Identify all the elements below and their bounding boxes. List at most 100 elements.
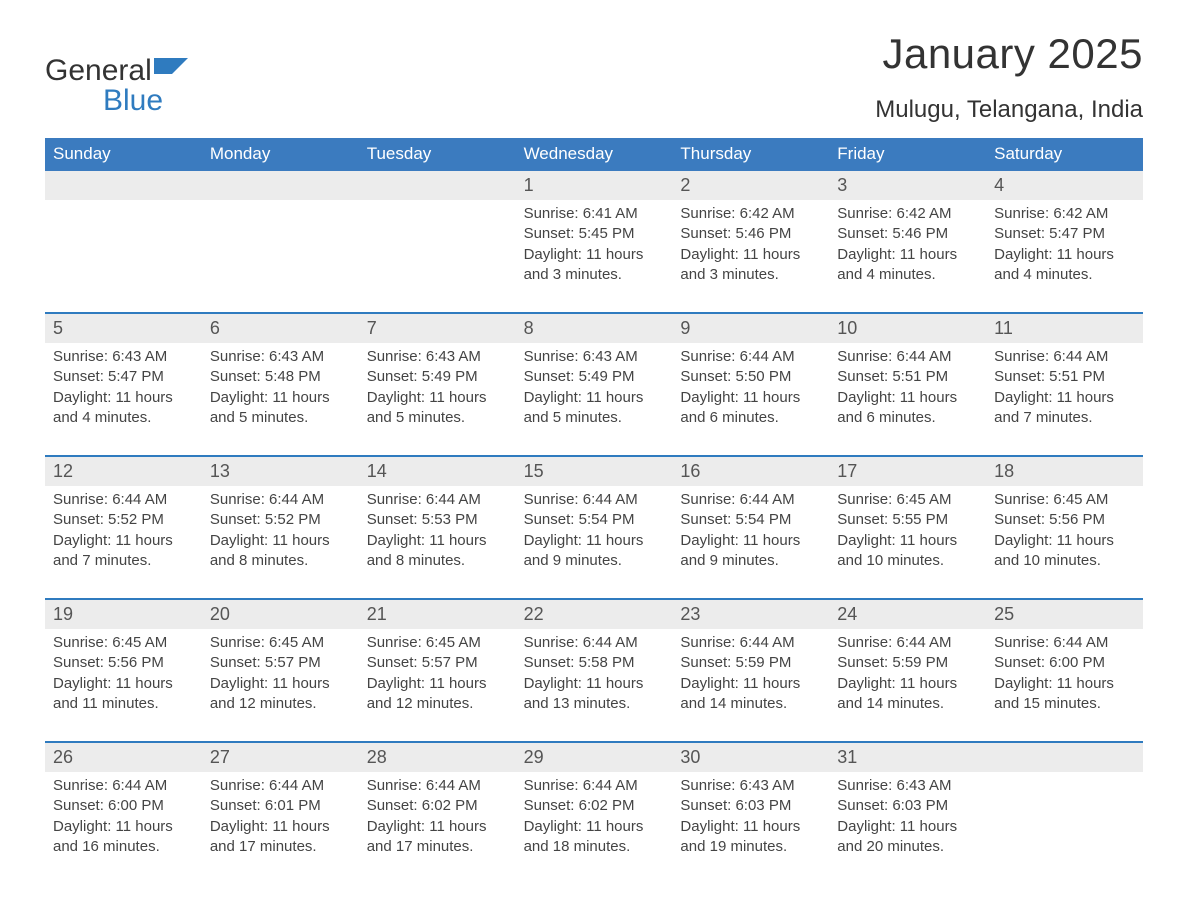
day-cell: Sunrise: 6:44 AMSunset: 5:52 PMDaylight:… <box>45 486 202 598</box>
sunset-line: Sunset: 5:47 PM <box>53 367 194 387</box>
day-cell: Sunrise: 6:44 AMSunset: 5:51 PMDaylight:… <box>986 343 1143 455</box>
daylight-line: Daylight: 11 hours and 14 minutes. <box>680 674 821 715</box>
sunset-line: Sunset: 5:59 PM <box>680 653 821 673</box>
daylight-line: Daylight: 11 hours and 17 minutes. <box>367 817 508 858</box>
sunrise-line: Sunrise: 6:45 AM <box>994 490 1135 510</box>
weekday-wednesday: Wednesday <box>516 138 673 171</box>
day-cell: Sunrise: 6:45 AMSunset: 5:56 PMDaylight:… <box>45 629 202 741</box>
sunset-line: Sunset: 6:03 PM <box>837 796 978 816</box>
sunrise-line: Sunrise: 6:44 AM <box>837 347 978 367</box>
day-cell: Sunrise: 6:43 AMSunset: 6:03 PMDaylight:… <box>672 772 829 884</box>
title-block: January 2025 Mulugu, Telangana, India <box>875 30 1143 134</box>
week-row: 567891011Sunrise: 6:43 AMSunset: 5:47 PM… <box>45 312 1143 455</box>
sunrise-line: Sunrise: 6:44 AM <box>680 633 821 653</box>
day-number: 9 <box>672 314 829 343</box>
sunset-line: Sunset: 5:51 PM <box>837 367 978 387</box>
day-cell: Sunrise: 6:44 AMSunset: 5:50 PMDaylight:… <box>672 343 829 455</box>
day-cell: Sunrise: 6:43 AMSunset: 5:49 PMDaylight:… <box>516 343 673 455</box>
cells-row: Sunrise: 6:41 AMSunset: 5:45 PMDaylight:… <box>45 200 1143 312</box>
sunset-line: Sunset: 5:45 PM <box>524 224 665 244</box>
sunrise-line: Sunrise: 6:41 AM <box>524 204 665 224</box>
sunset-line: Sunset: 5:58 PM <box>524 653 665 673</box>
sunrise-line: Sunrise: 6:43 AM <box>837 776 978 796</box>
weekday-sunday: Sunday <box>45 138 202 171</box>
daylight-line: Daylight: 11 hours and 8 minutes. <box>367 531 508 572</box>
day-cell <box>359 200 516 312</box>
daylight-line: Daylight: 11 hours and 4 minutes. <box>53 388 194 429</box>
day-number: 14 <box>359 457 516 486</box>
sunset-line: Sunset: 5:46 PM <box>837 224 978 244</box>
daynum-row: 567891011 <box>45 314 1143 343</box>
daylight-line: Daylight: 11 hours and 5 minutes. <box>210 388 351 429</box>
day-cell <box>45 200 202 312</box>
day-number: 27 <box>202 743 359 772</box>
sunrise-line: Sunrise: 6:44 AM <box>680 347 821 367</box>
daylight-line: Daylight: 11 hours and 9 minutes. <box>680 531 821 572</box>
sunrise-line: Sunrise: 6:44 AM <box>994 633 1135 653</box>
header: General Blue January 2025 Mulugu, Telang… <box>45 30 1143 134</box>
day-cell: Sunrise: 6:44 AMSunset: 5:54 PMDaylight:… <box>672 486 829 598</box>
day-cell: Sunrise: 6:44 AMSunset: 5:52 PMDaylight:… <box>202 486 359 598</box>
day-number: 2 <box>672 171 829 200</box>
cells-row: Sunrise: 6:45 AMSunset: 5:56 PMDaylight:… <box>45 629 1143 741</box>
page-title: January 2025 <box>875 30 1143 78</box>
day-cell: Sunrise: 6:45 AMSunset: 5:57 PMDaylight:… <box>202 629 359 741</box>
daylight-line: Daylight: 11 hours and 4 minutes. <box>837 245 978 286</box>
sunset-line: Sunset: 5:50 PM <box>680 367 821 387</box>
daylight-line: Daylight: 11 hours and 3 minutes. <box>524 245 665 286</box>
day-number: 22 <box>516 600 673 629</box>
sunset-line: Sunset: 5:56 PM <box>53 653 194 673</box>
sunrise-line: Sunrise: 6:45 AM <box>367 633 508 653</box>
day-number: 29 <box>516 743 673 772</box>
sunset-line: Sunset: 6:02 PM <box>367 796 508 816</box>
logo-flag-icon <box>154 58 188 78</box>
sunrise-line: Sunrise: 6:42 AM <box>680 204 821 224</box>
day-cell: Sunrise: 6:43 AMSunset: 6:03 PMDaylight:… <box>829 772 986 884</box>
sunrise-line: Sunrise: 6:43 AM <box>367 347 508 367</box>
day-cell: Sunrise: 6:44 AMSunset: 6:00 PMDaylight:… <box>986 629 1143 741</box>
day-cell: Sunrise: 6:45 AMSunset: 5:56 PMDaylight:… <box>986 486 1143 598</box>
day-number: 7 <box>359 314 516 343</box>
day-number: 5 <box>45 314 202 343</box>
day-cell: Sunrise: 6:44 AMSunset: 5:53 PMDaylight:… <box>359 486 516 598</box>
sunset-line: Sunset: 5:46 PM <box>680 224 821 244</box>
day-number: 24 <box>829 600 986 629</box>
day-cell: Sunrise: 6:44 AMSunset: 5:51 PMDaylight:… <box>829 343 986 455</box>
day-number: 6 <box>202 314 359 343</box>
daylight-line: Daylight: 11 hours and 12 minutes. <box>210 674 351 715</box>
day-cell: Sunrise: 6:44 AMSunset: 6:01 PMDaylight:… <box>202 772 359 884</box>
daylight-line: Daylight: 11 hours and 12 minutes. <box>367 674 508 715</box>
day-number: 17 <box>829 457 986 486</box>
sunset-line: Sunset: 6:00 PM <box>994 653 1135 673</box>
day-number: 25 <box>986 600 1143 629</box>
sunrise-line: Sunrise: 6:44 AM <box>524 490 665 510</box>
daylight-line: Daylight: 11 hours and 7 minutes. <box>53 531 194 572</box>
sunset-line: Sunset: 5:54 PM <box>680 510 821 530</box>
daylight-line: Daylight: 11 hours and 10 minutes. <box>837 531 978 572</box>
calendar: Sunday Monday Tuesday Wednesday Thursday… <box>45 138 1143 884</box>
weekday-saturday: Saturday <box>986 138 1143 171</box>
daylight-line: Daylight: 11 hours and 11 minutes. <box>53 674 194 715</box>
day-cell <box>202 200 359 312</box>
day-number <box>359 171 516 200</box>
daynum-row: 1234 <box>45 171 1143 200</box>
sunrise-line: Sunrise: 6:45 AM <box>53 633 194 653</box>
cells-row: Sunrise: 6:44 AMSunset: 5:52 PMDaylight:… <box>45 486 1143 598</box>
daylight-line: Daylight: 11 hours and 17 minutes. <box>210 817 351 858</box>
daylight-line: Daylight: 11 hours and 4 minutes. <box>994 245 1135 286</box>
day-number <box>986 743 1143 772</box>
day-cell: Sunrise: 6:42 AMSunset: 5:47 PMDaylight:… <box>986 200 1143 312</box>
day-number: 13 <box>202 457 359 486</box>
day-cell: Sunrise: 6:43 AMSunset: 5:49 PMDaylight:… <box>359 343 516 455</box>
day-number: 28 <box>359 743 516 772</box>
day-number: 11 <box>986 314 1143 343</box>
day-number <box>202 171 359 200</box>
day-number: 31 <box>829 743 986 772</box>
sunset-line: Sunset: 6:03 PM <box>680 796 821 816</box>
day-number: 19 <box>45 600 202 629</box>
day-cell: Sunrise: 6:43 AMSunset: 5:47 PMDaylight:… <box>45 343 202 455</box>
day-number: 21 <box>359 600 516 629</box>
sunset-line: Sunset: 5:53 PM <box>367 510 508 530</box>
daynum-row: 262728293031 <box>45 743 1143 772</box>
sunset-line: Sunset: 5:49 PM <box>367 367 508 387</box>
